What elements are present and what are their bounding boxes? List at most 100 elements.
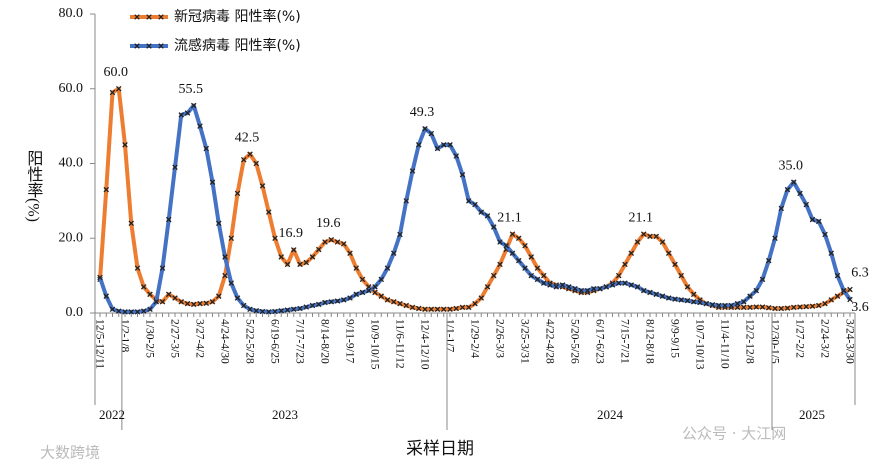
point-marker — [765, 257, 772, 264]
point-marker — [497, 261, 503, 268]
data-label: 21.1 — [629, 210, 654, 225]
x-tick-label: 1/27-2/2 — [793, 319, 805, 358]
watermark: 公众号 · 大江网 — [682, 425, 786, 443]
x-tick-label: 1/29-2/4 — [468, 319, 480, 358]
point-marker — [609, 282, 616, 288]
point-marker — [572, 285, 578, 292]
point-marker — [178, 112, 185, 118]
legend-marker — [134, 43, 140, 49]
point-marker — [340, 241, 347, 247]
point-marker — [747, 304, 753, 311]
point-marker — [722, 302, 728, 309]
point-marker — [115, 85, 122, 92]
point-marker — [372, 289, 378, 296]
point-marker — [315, 246, 322, 253]
point-marker — [309, 302, 316, 309]
point-marker — [834, 272, 841, 279]
point-marker — [322, 239, 328, 245]
point-marker — [409, 168, 416, 174]
point-marker — [284, 307, 291, 313]
x-tick-label: 10/9-10/15 — [368, 319, 380, 370]
data-label: 3.6 — [851, 300, 869, 315]
point-marker — [109, 89, 116, 96]
legend-marker — [146, 43, 152, 49]
point-marker — [809, 303, 816, 310]
x-tick-label: 7/15-7/21 — [618, 319, 630, 364]
point-marker — [640, 231, 647, 237]
point-marker — [322, 299, 328, 306]
point-marker — [628, 282, 635, 288]
point-marker — [472, 300, 478, 307]
point-marker — [215, 293, 222, 299]
legend-label: 流感病毒 阳性率(%) — [174, 37, 301, 54]
point-marker — [265, 209, 272, 215]
x-tick-label: 3/27-4/2 — [193, 319, 205, 358]
x-tick-label: 7/17-7/23 — [293, 319, 305, 364]
point-marker — [340, 297, 347, 303]
data-label: 21.1 — [497, 210, 522, 225]
point-marker — [378, 276, 385, 283]
point-marker — [309, 254, 316, 260]
point-marker — [778, 205, 785, 212]
point-marker — [190, 301, 197, 308]
point-marker — [697, 299, 703, 306]
point-marker — [184, 110, 191, 116]
point-marker — [315, 301, 322, 308]
point-marker — [459, 304, 466, 311]
x-tick-label: 8/14-8/20 — [318, 319, 330, 364]
point-marker — [815, 302, 822, 309]
point-marker — [759, 304, 766, 310]
point-marker — [553, 284, 560, 290]
point-marker — [122, 142, 128, 148]
point-marker — [209, 299, 216, 305]
x-tick-label: 4/22-4/28 — [543, 319, 555, 364]
point-marker — [147, 291, 153, 298]
point-marker — [797, 304, 803, 310]
point-marker — [103, 186, 110, 193]
point-marker — [272, 308, 278, 315]
point-marker — [190, 102, 197, 109]
point-marker — [665, 295, 672, 301]
point-marker — [165, 291, 172, 298]
point-marker — [109, 306, 116, 313]
point-marker — [228, 280, 235, 286]
point-marker — [565, 284, 572, 290]
point-marker — [678, 297, 685, 303]
point-marker — [822, 300, 828, 307]
point-marker — [347, 295, 353, 301]
point-marker — [590, 285, 597, 292]
point-marker — [597, 285, 603, 292]
point-marker — [522, 265, 528, 271]
point-marker — [528, 254, 535, 260]
point-marker — [484, 213, 491, 219]
point-marker — [247, 306, 253, 313]
point-marker — [672, 296, 678, 302]
point-marker — [328, 299, 335, 305]
point-marker — [353, 291, 360, 298]
x-tick-label: 11/6-11/12 — [393, 319, 405, 369]
x-tick-label: 5/22-5/28 — [243, 319, 255, 364]
y-tick-label: 80.0 — [59, 6, 84, 21]
x-tick-label: 10/7-10/13 — [693, 319, 705, 370]
point-marker — [784, 305, 791, 311]
point-marker — [472, 201, 478, 208]
legend-label: 新冠病毒 阳性率(%) — [174, 8, 301, 25]
point-marker — [209, 179, 216, 185]
point-marker — [222, 272, 228, 279]
x-tick-label: 2/26-3/3 — [493, 319, 505, 358]
point-marker — [159, 299, 166, 305]
point-marker — [778, 305, 785, 312]
data-label: 42.5 — [235, 130, 260, 145]
point-marker — [690, 299, 697, 305]
point-marker — [640, 287, 647, 294]
point-marker — [259, 183, 266, 189]
point-marker — [440, 306, 447, 313]
x-tick-label: 9/9-9/15 — [668, 319, 680, 358]
point-marker — [284, 261, 291, 268]
point-marker — [534, 265, 541, 271]
point-marker — [122, 309, 128, 315]
point-marker — [409, 304, 416, 311]
point-marker — [578, 287, 585, 294]
x-tick-label: 8/12-8/18 — [643, 319, 655, 364]
point-marker — [128, 220, 135, 227]
